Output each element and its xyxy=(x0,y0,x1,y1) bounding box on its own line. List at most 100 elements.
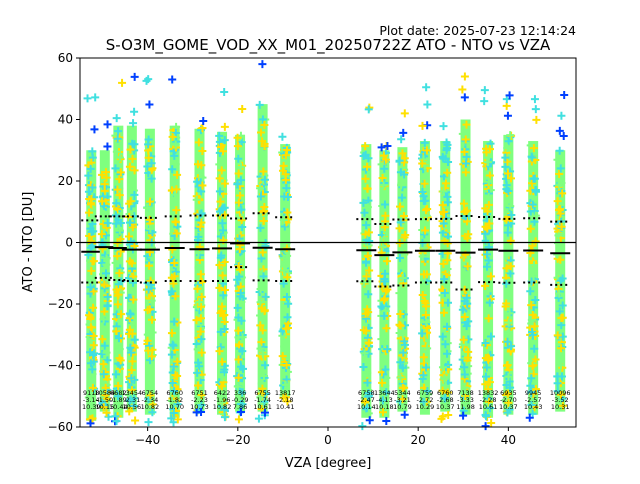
data-point xyxy=(86,419,95,428)
data-point xyxy=(487,418,496,427)
data-point xyxy=(358,422,367,431)
data-point xyxy=(89,257,98,266)
data-point xyxy=(103,292,112,301)
data-point xyxy=(418,159,427,168)
data-point xyxy=(528,200,537,209)
data-point xyxy=(113,134,122,143)
column-mean-label: -2.18 xyxy=(277,396,294,404)
data-point xyxy=(90,125,99,134)
data-point xyxy=(257,304,266,313)
data-point xyxy=(102,394,111,403)
data-point xyxy=(193,368,202,377)
data-point xyxy=(556,255,565,264)
data-point xyxy=(233,382,242,391)
data-point xyxy=(361,384,370,393)
data-point xyxy=(258,115,267,124)
column-mean-label: -3.33 xyxy=(457,396,474,404)
data-point xyxy=(116,168,125,177)
data-point xyxy=(459,199,468,208)
y-axis-label: ATO - NTO [DU] xyxy=(21,192,36,293)
data-point xyxy=(89,303,98,312)
data-point xyxy=(111,258,120,267)
data-point xyxy=(444,411,453,420)
column-band xyxy=(144,128,155,415)
data-point xyxy=(481,281,490,290)
data-point xyxy=(460,164,469,173)
data-point xyxy=(85,311,94,320)
data-point xyxy=(528,330,537,339)
data-point xyxy=(100,280,109,289)
data-point xyxy=(217,398,226,407)
data-column xyxy=(414,83,435,415)
data-point xyxy=(363,305,372,314)
data-point xyxy=(506,262,515,271)
x-axis: −40 −20 0 20 40 xyxy=(135,427,516,447)
data-point xyxy=(502,299,511,308)
data-point xyxy=(172,229,181,238)
data-point xyxy=(172,185,181,194)
data-point xyxy=(439,219,448,228)
data-point xyxy=(365,266,374,275)
data-point xyxy=(197,407,206,416)
data-point xyxy=(236,292,245,301)
data-point xyxy=(234,326,243,335)
data-point xyxy=(198,124,207,133)
data-point xyxy=(147,159,156,168)
data-point xyxy=(197,391,206,400)
data-point xyxy=(484,192,493,201)
data-point xyxy=(462,187,471,196)
data-point xyxy=(396,373,405,382)
data-point xyxy=(362,403,371,412)
y-tick-label: 60 xyxy=(58,51,73,65)
data-point xyxy=(553,197,562,206)
data-point xyxy=(115,354,124,363)
data-point xyxy=(397,135,406,144)
data-point xyxy=(559,132,568,141)
column-std-label: 10.37 xyxy=(499,403,518,411)
column-count-label: 5344 xyxy=(394,389,411,397)
data-point xyxy=(258,326,267,335)
data-point xyxy=(88,365,97,374)
column-band xyxy=(194,128,205,412)
data-point xyxy=(378,408,387,417)
data-point xyxy=(194,138,203,147)
data-point xyxy=(282,292,291,301)
data-point xyxy=(400,337,409,346)
data-point xyxy=(220,258,229,267)
data-point xyxy=(259,272,268,281)
data-point xyxy=(480,97,489,106)
data-point xyxy=(88,241,97,250)
data-point xyxy=(146,197,155,206)
data-point xyxy=(173,170,182,179)
column-std-label: 10.61 xyxy=(253,403,272,411)
data-point xyxy=(117,277,126,286)
data-point xyxy=(168,165,177,174)
data-point xyxy=(558,343,567,352)
data-point xyxy=(171,267,180,276)
data-point xyxy=(169,341,178,350)
data-point xyxy=(234,355,243,364)
data-point xyxy=(396,202,405,211)
column-count-label: 9945 xyxy=(525,389,542,397)
data-point xyxy=(383,257,392,266)
data-point xyxy=(171,371,180,380)
data-point xyxy=(502,185,511,194)
data-point xyxy=(103,120,112,129)
x-tick-label: 0 xyxy=(324,433,332,447)
data-point xyxy=(260,408,269,417)
column-mean-label: -1.50 xyxy=(96,396,113,404)
column-mean-label: -3.52 xyxy=(552,396,569,404)
data-point xyxy=(507,342,516,351)
column-count-label: 13454 xyxy=(122,389,143,397)
column-std-label: 11.98 xyxy=(456,403,475,411)
data-point xyxy=(365,236,374,245)
data-point xyxy=(398,149,407,158)
data-point xyxy=(84,393,93,402)
data-point xyxy=(215,131,224,140)
data-point xyxy=(197,348,206,357)
data-point xyxy=(418,369,427,378)
column-std-label: 10.79 xyxy=(393,403,412,411)
data-point xyxy=(127,366,136,375)
data-point xyxy=(460,363,469,372)
data-point xyxy=(258,248,267,257)
